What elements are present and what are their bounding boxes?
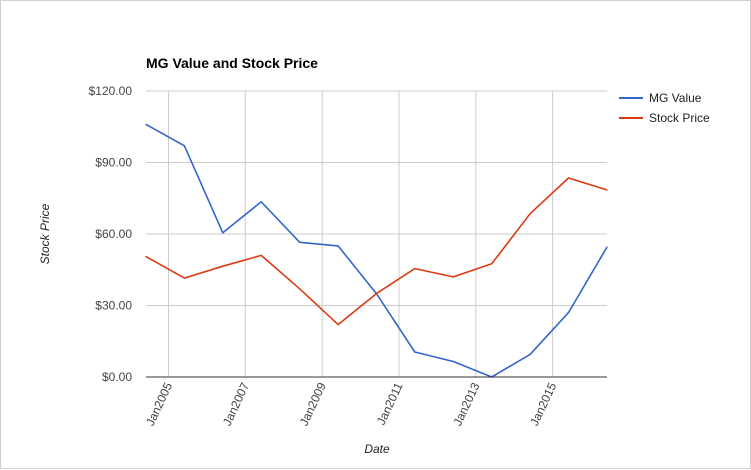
data-point [260,201,262,203]
chart-title: MG Value and Stock Price [146,55,318,71]
x-tick-label: Jan2009 [297,380,329,428]
y-tick-label: $0.00 [102,370,132,384]
data-point [567,312,570,314]
data-point [337,245,339,247]
y-axis-ticks: $0.00 $30.00 $60.00 $90.00 $120.00 [89,84,133,384]
y-tick-label: $60.00 [95,227,132,241]
data-point [260,254,262,256]
x-axis-ticks: Jan2005 Jan2007 Jan2009 Jan2011 Jan2013 Jan20… [143,380,559,428]
data-point [183,277,185,279]
data-point [183,145,185,147]
data-point [529,213,531,215]
x-tick-label: Jan2011 [374,380,406,427]
x-tick-label: Jan2007 [220,380,252,428]
gridlines [146,90,607,377]
series-lines [145,123,608,378]
data-point [299,241,301,243]
x-tick-label: Jan2015 [527,380,559,428]
data-point [491,263,493,265]
data-point [452,360,454,363]
data-point [452,276,454,278]
data-point [222,265,224,267]
data-point [414,351,416,353]
data-point [222,232,224,234]
x-tick-label: Jan2005 [143,380,175,428]
data-point [529,353,531,355]
y-tick-label: $30.00 [95,299,132,313]
legend: MG Value Stock Price [619,91,710,125]
data-point [375,293,377,295]
data-point [145,123,147,125]
x-axis-title: Date [364,442,390,456]
legend-label: MG Value [649,91,702,105]
y-tick-label: $120.00 [89,84,133,98]
data-point [567,177,570,179]
data-point [299,288,301,290]
x-tick-label: Jan2013 [450,380,482,428]
data-point [414,268,416,270]
data-point [606,246,608,248]
legend-label: Stock Price [649,111,710,125]
data-point [145,256,147,258]
y-axis-title: Stock Price [38,203,52,264]
series-line-1 [145,177,608,326]
data-point [606,189,608,191]
data-point [337,324,339,326]
y-tick-label: $90.00 [95,156,132,170]
